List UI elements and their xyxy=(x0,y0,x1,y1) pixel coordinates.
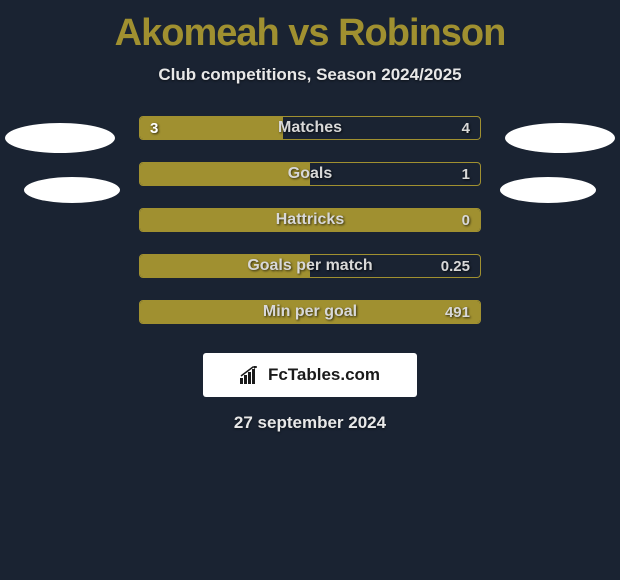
subtitle: Club competitions, Season 2024/2025 xyxy=(0,61,620,105)
page-title: Akomeah vs Robinson xyxy=(0,0,620,61)
logo-text: FcTables.com xyxy=(240,365,380,385)
stat-row-matches: 3 Matches 4 xyxy=(0,105,620,151)
stat-bar: Min per goal 491 xyxy=(139,300,481,324)
fctables-logo[interactable]: FcTables.com xyxy=(203,353,417,397)
stat-row-hattricks: Hattricks 0 xyxy=(0,197,620,243)
stat-right-value: 4 xyxy=(462,120,470,137)
stats-area: 3 Matches 4 Goals 1 Hattricks 0 xyxy=(0,105,620,335)
stat-bar: Goals 1 xyxy=(139,162,481,186)
stat-right-value: 0 xyxy=(462,212,470,229)
stat-label: Min per goal xyxy=(140,303,480,321)
stat-label: Goals xyxy=(140,165,480,183)
stat-bar: Goals per match 0.25 xyxy=(139,254,481,278)
stat-bar: 3 Matches 4 xyxy=(139,116,481,140)
stat-row-goals-per-match: Goals per match 0.25 xyxy=(0,243,620,289)
date-text: 27 september 2024 xyxy=(0,407,620,439)
comparison-widget: Akomeah vs Robinson Club competitions, S… xyxy=(0,0,620,439)
chart-icon xyxy=(240,366,262,384)
stat-label: Goals per match xyxy=(140,257,480,275)
stat-row-min-per-goal: Min per goal 491 xyxy=(0,289,620,335)
stat-row-goals: Goals 1 xyxy=(0,151,620,197)
logo-label: FcTables.com xyxy=(268,365,380,385)
stat-right-value: 0.25 xyxy=(441,258,470,275)
stat-right-value: 491 xyxy=(445,304,470,321)
stat-right-value: 1 xyxy=(462,166,470,183)
stat-label: Hattricks xyxy=(140,211,480,229)
stat-label: Matches xyxy=(140,119,480,137)
stat-bar: Hattricks 0 xyxy=(139,208,481,232)
